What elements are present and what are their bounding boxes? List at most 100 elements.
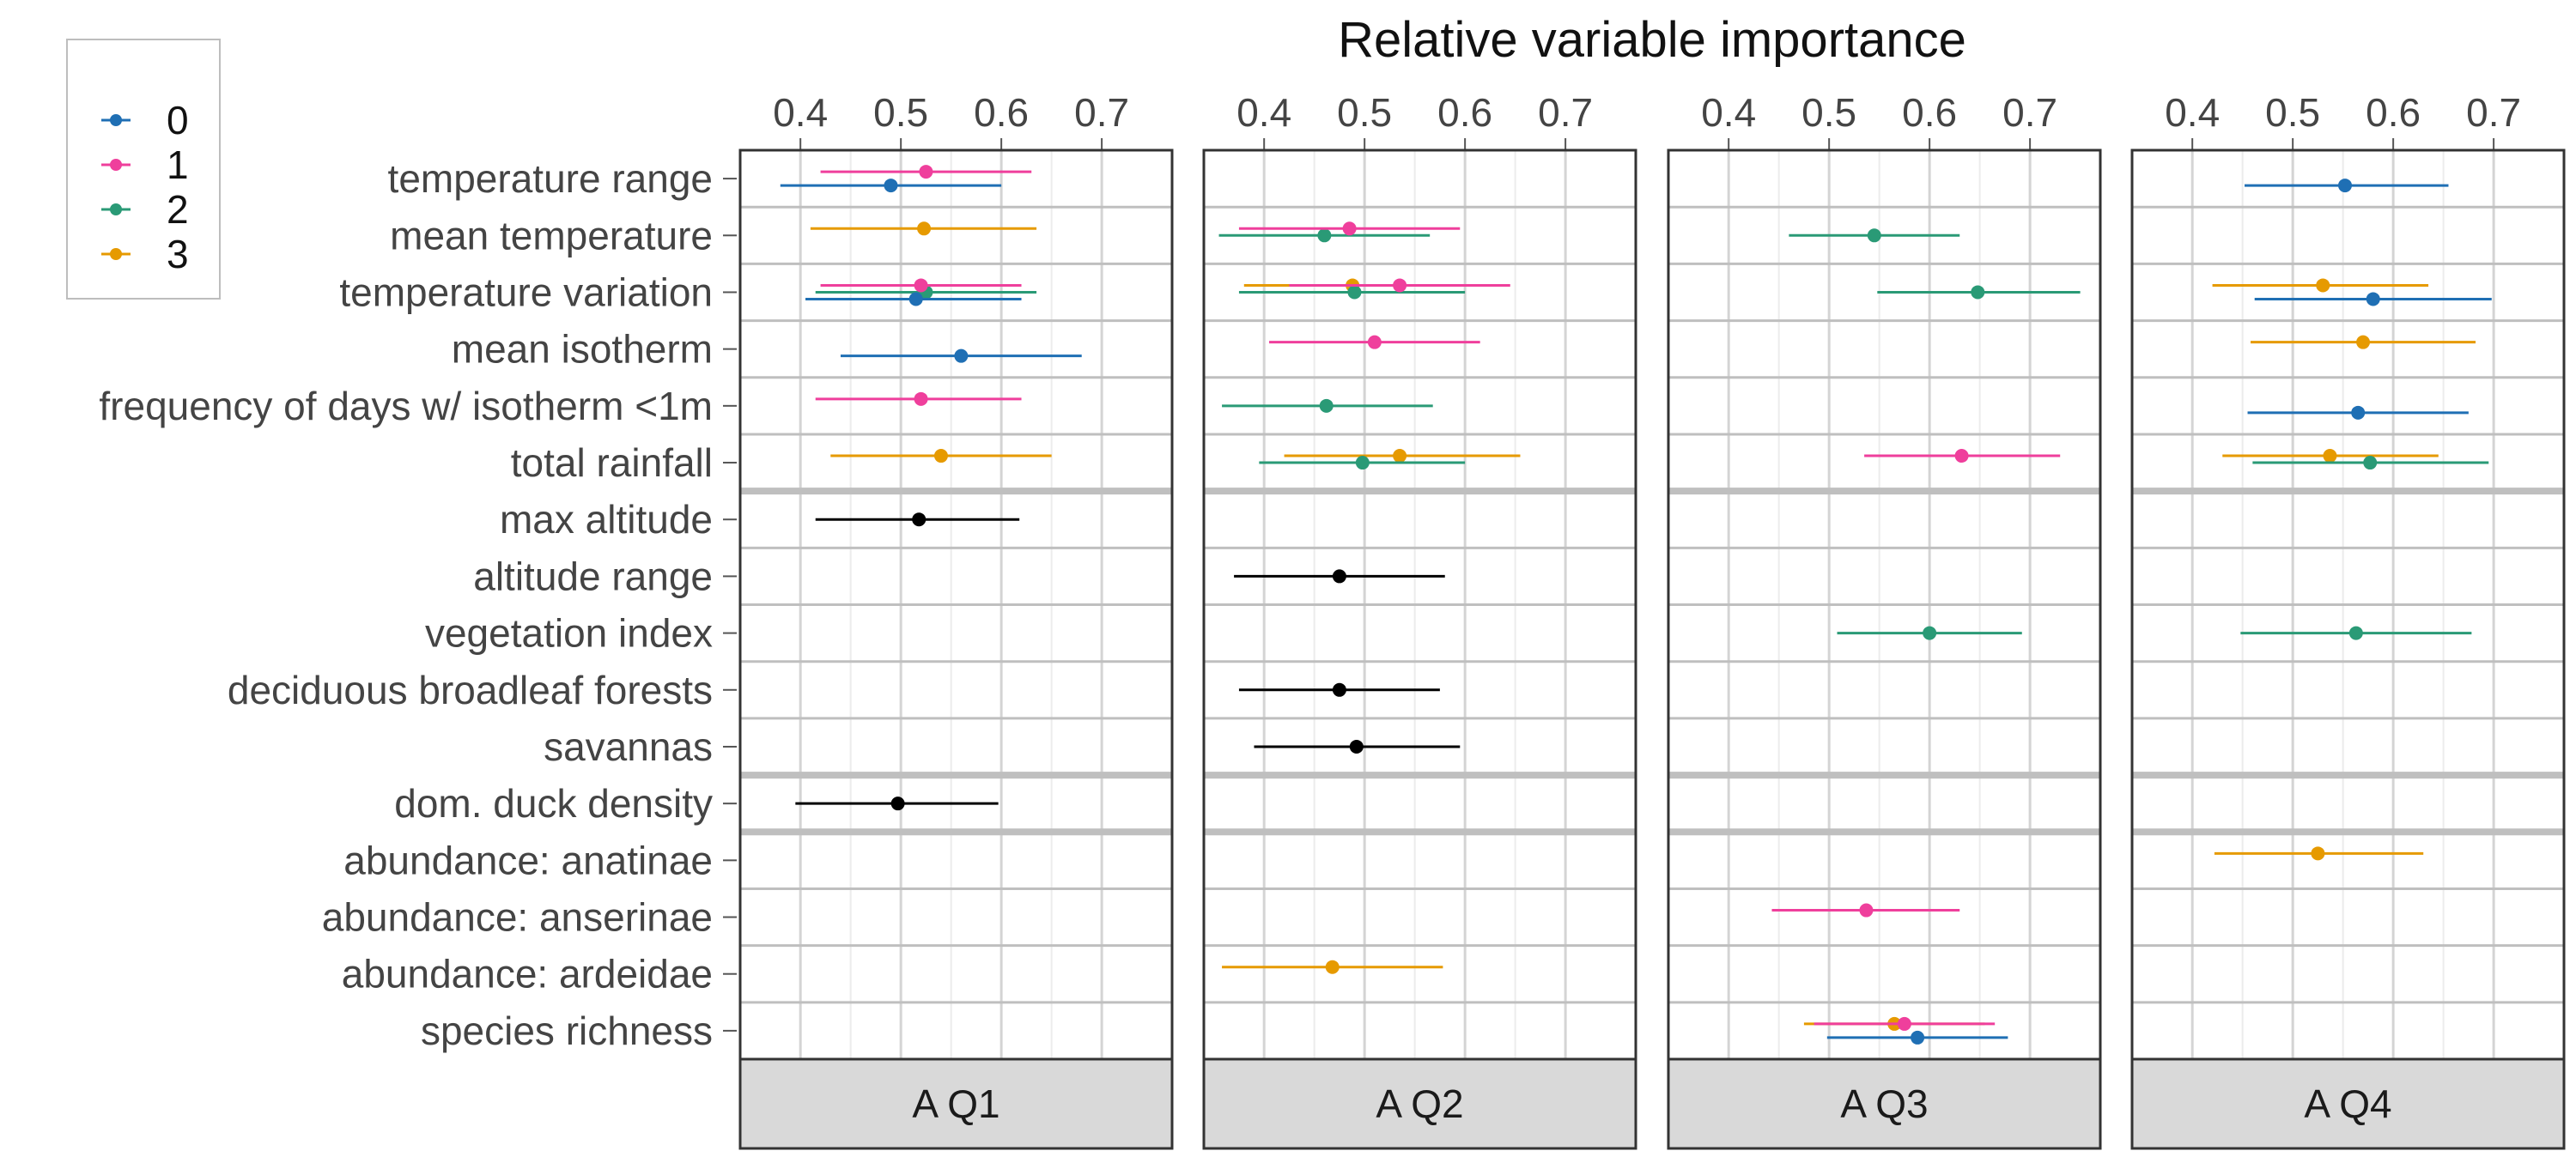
x-tick-label: 0.5 [1337,90,1392,135]
point-estimate [1325,960,1340,974]
point-estimate [908,292,923,306]
point-estimate [1342,221,1357,236]
point-estimate [1954,449,1969,463]
y-tick-label: temperature variation [339,270,713,314]
y-tick-label: abundance: anserinae [322,895,713,940]
point-estimate [2366,292,2380,306]
x-tick-label: 0.5 [2265,90,2320,135]
x-tick-label: 0.7 [1074,90,1129,135]
y-tick-label: total rainfall [511,440,713,485]
point-estimate [1897,1016,1911,1031]
point-estimate [1317,228,1332,243]
x-tick-label: 0.5 [873,90,928,135]
x-tick-label: 0.6 [1437,90,1492,135]
panel-a-q2: 0.4 0.5 0.6 0.7 A Q2 [1202,90,1637,1150]
point-estimate [1355,456,1370,470]
legend-key-dot [110,203,122,215]
point-estimate [2363,456,2378,470]
point-estimate [1923,626,1937,640]
y-tick-label: vegetation index [425,611,713,656]
legend-label: 0 [167,98,189,142]
x-tick-label: 0.7 [2002,90,2057,135]
point-estimate [2356,335,2371,349]
x-tick-label: 0.4 [1236,90,1291,135]
legend-item: 1 [101,142,189,187]
y-tick-label: savannas [544,724,713,769]
y-tick-label: mean temperature [390,213,713,257]
point-estimate [2337,179,2352,193]
point-estimate [2311,846,2325,861]
panel-a-q4: 0.4 0.5 0.6 0.7 A Q4 [2130,90,2566,1150]
point-estimate [1332,682,1346,697]
x-tick-label: 0.6 [974,90,1029,135]
y-tick-label: deciduous broadleaf forests [228,668,713,712]
y-tick-label: abundance: anatinae [343,838,713,882]
x-tick-label: 0.4 [1701,90,1756,135]
point-estimate [1911,1030,1925,1045]
panel-strip [1202,1057,1637,1150]
point-estimate [2316,278,2330,293]
x-tick-label: 0.4 [2165,90,2220,135]
point-estimate [884,179,898,193]
panel-strip-label: A Q4 [2304,1081,2391,1126]
panel-strip-label: A Q1 [912,1081,999,1126]
point-estimate [2351,405,2366,420]
y-tick-label: frequency of days w/ isotherm <1m [99,384,713,428]
panel-a-q1: 0.4 0.5 0.6 0.7 A Q1 [738,90,1174,1150]
point-estimate [1867,228,1881,243]
point-estimate [2348,626,2363,640]
legend-label: 1 [167,142,189,187]
point-estimate [919,165,933,179]
point-estimate [933,449,948,463]
point-estimate [914,278,928,293]
panel-a-q3: 0.4 0.5 0.6 0.7 A Q3 [1667,90,2102,1150]
point-estimate [2323,449,2337,463]
y-tick-label: dom. duck density [394,781,713,826]
point-estimate [1859,903,1874,918]
y-tick-label: temperature range [388,156,713,201]
legend-label: 3 [167,232,189,276]
point-estimate [1347,285,1362,300]
y-tick-label: abundance: ardeidae [342,952,713,996]
legend-item: 0 [101,98,189,142]
panel-strip [1667,1057,2102,1150]
chart-title: Relative variable importance [1338,12,1966,68]
point-estimate [1971,285,1985,300]
y-axis-labels: temperature range mean temperature tempera… [99,156,737,1053]
panel-strip [2130,1057,2566,1150]
x-tick-label: 0.4 [773,90,828,135]
legend-label: 2 [167,187,189,232]
legend-item: 2 [101,187,189,232]
point-estimate [1319,398,1334,413]
y-tick-label: max altitude [500,497,713,542]
point-estimate [890,797,905,811]
point-estimate [912,512,927,527]
legend-item: 3 [101,232,189,276]
y-tick-label: mean isotherm [452,327,713,372]
y-tick-label: species richness [421,1009,713,1053]
legend-box [66,39,221,300]
point-estimate [954,348,969,363]
x-tick-label: 0.7 [1538,90,1593,135]
x-tick-label: 0.6 [2366,90,2421,135]
point-estimate [917,221,932,236]
x-tick-label: 0.6 [1902,90,1957,135]
panel-strip-label: A Q3 [1840,1081,1928,1126]
x-tick-label: 0.7 [2466,90,2521,135]
panel-strip [738,1057,1174,1150]
point-estimate [1332,569,1346,584]
point-estimate [1349,739,1364,754]
legend-key-dot [110,114,122,126]
legend-key-dot [110,159,122,171]
y-tick-label: altitude range [473,554,713,598]
point-estimate [914,391,928,406]
point-estimate [1393,449,1407,463]
x-tick-label: 0.5 [1801,90,1856,135]
panel-strip-label: A Q2 [1376,1081,1463,1126]
point-estimate [1367,335,1382,349]
point-estimate [1393,278,1407,293]
legend-key-dot [110,248,122,260]
